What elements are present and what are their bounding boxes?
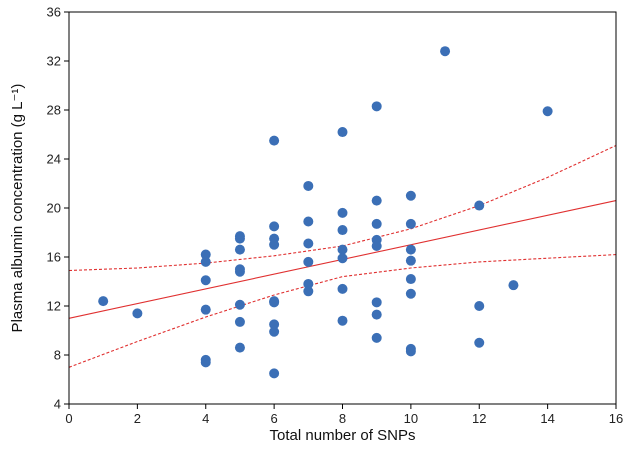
data-point	[371, 195, 382, 206]
data-point	[98, 296, 109, 307]
data-point	[405, 274, 416, 285]
data-point	[371, 101, 382, 112]
y-tick-label: 36	[47, 5, 61, 20]
data-points	[98, 46, 553, 379]
x-tick-label: 14	[540, 411, 554, 426]
x-tick-label: 10	[404, 411, 418, 426]
data-point	[269, 135, 280, 146]
data-point	[269, 297, 280, 308]
data-point	[303, 286, 314, 297]
data-point	[371, 297, 382, 308]
y-tick-label: 8	[54, 348, 61, 363]
ci-upper-line	[68, 145, 617, 272]
data-point	[269, 368, 280, 379]
data-point	[405, 218, 416, 229]
data-point	[405, 244, 416, 255]
data-point	[337, 244, 348, 255]
data-point	[337, 283, 348, 294]
data-point	[234, 316, 245, 327]
data-point	[371, 332, 382, 343]
data-point	[303, 216, 314, 227]
plot-frame	[68, 11, 617, 405]
data-point	[542, 106, 553, 117]
y-tick-label: 4	[54, 397, 61, 412]
x-tick-label: 0	[65, 411, 72, 426]
data-point	[234, 342, 245, 353]
y-tick-label: 28	[47, 103, 61, 118]
data-point	[200, 275, 211, 286]
x-tick-label: 12	[472, 411, 486, 426]
y-axis-label: Plasma albumin concentration (g L⁻¹)	[9, 84, 26, 333]
data-point	[440, 46, 451, 57]
data-point	[474, 200, 485, 211]
y-tick-label: 32	[47, 54, 61, 69]
x-tick-label: 8	[339, 411, 346, 426]
x-tick-label: 16	[609, 411, 623, 426]
x-axis-label: Total number of SNPs	[270, 427, 416, 444]
data-point	[405, 346, 416, 357]
x-tick-label: 2	[134, 411, 141, 426]
data-point	[200, 304, 211, 315]
data-point	[337, 225, 348, 236]
data-point	[337, 207, 348, 218]
ci-lower-line	[68, 254, 617, 368]
data-point	[234, 266, 245, 277]
data-point	[200, 357, 211, 368]
data-point	[474, 337, 485, 348]
data-point	[371, 309, 382, 320]
x-tick-label: 6	[271, 411, 278, 426]
data-point	[303, 180, 314, 191]
data-point	[405, 190, 416, 201]
data-point	[508, 280, 519, 291]
data-point	[269, 319, 280, 330]
x-axis-ticks: 0 2 4 6 8 10 12 14 16	[65, 404, 623, 426]
data-point	[132, 308, 143, 319]
x-tick-label: 4	[202, 411, 209, 426]
data-point	[405, 288, 416, 299]
data-point	[405, 255, 416, 266]
data-point	[269, 326, 280, 337]
data-point	[234, 244, 245, 255]
data-point	[371, 218, 382, 229]
data-point	[200, 256, 211, 267]
data-point	[337, 127, 348, 138]
data-point	[269, 239, 280, 250]
data-point	[303, 256, 314, 267]
y-tick-label: 12	[47, 299, 61, 314]
y-tick-label: 24	[47, 152, 61, 167]
data-point	[337, 253, 348, 264]
data-point	[234, 299, 245, 310]
data-point	[303, 238, 314, 249]
data-point	[269, 221, 280, 232]
y-tick-label: 20	[47, 201, 61, 216]
data-point	[474, 301, 485, 311]
data-point	[234, 233, 245, 244]
y-tick-label: 16	[47, 250, 61, 265]
data-point	[200, 249, 211, 260]
data-point	[371, 240, 382, 251]
y-axis-ticks: 4 8 12 16 20 24 28 32 36	[47, 5, 69, 412]
data-point	[337, 315, 348, 326]
data-point	[303, 278, 314, 289]
